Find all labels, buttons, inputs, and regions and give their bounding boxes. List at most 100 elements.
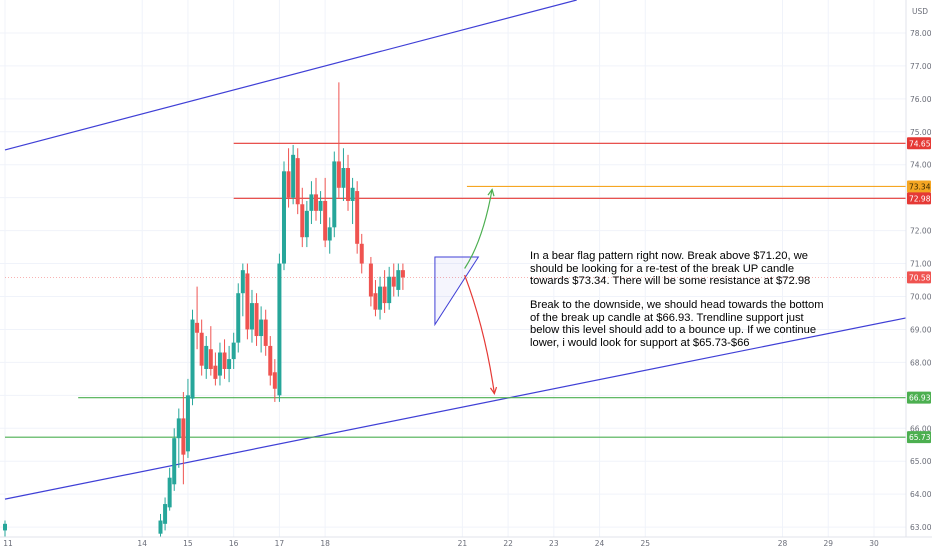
candle-body [346, 168, 351, 201]
candle-body [249, 303, 254, 330]
candle-body [391, 276, 396, 287]
candlesticks [3, 82, 405, 537]
price-tick-label: 64.00 [910, 490, 932, 499]
price-tick-label: 77.00 [910, 62, 932, 71]
candle-body [240, 270, 245, 294]
candle-body [368, 263, 373, 297]
time-tick-label: 25 [641, 539, 651, 548]
support-67-price-badge [907, 391, 931, 404]
price-tick-label: 63.00 [910, 523, 932, 532]
time-tick-label: 21 [458, 539, 468, 548]
channel-upper-line [4, 0, 577, 151]
candle-body [172, 438, 177, 485]
candle-body [350, 187, 355, 201]
price-tick-label: 66.00 [910, 424, 932, 433]
candle-body [236, 293, 241, 343]
candle-body [373, 293, 378, 310]
candle-body [304, 210, 309, 238]
candle-body [341, 168, 346, 188]
analysis-note-downside: Break to the downside, we should head to… [530, 299, 824, 349]
candle-body [327, 227, 332, 241]
candle-body [176, 418, 181, 439]
time-tick-label: 16 [229, 539, 239, 548]
candle-body [378, 286, 383, 310]
bullish-path-curve [464, 189, 493, 269]
candle-body [254, 303, 259, 337]
bearish-path-arrowhead [489, 386, 498, 396]
candle-body [181, 418, 186, 455]
candle-body [281, 171, 286, 264]
price-tick-label: 72.00 [910, 227, 932, 236]
time-tick-label: 28 [778, 539, 788, 548]
candle-body [259, 319, 264, 337]
price-tick-label: 68.00 [910, 358, 932, 367]
candle-body [231, 342, 236, 360]
bearish-path-curve [464, 274, 495, 394]
candle-body [263, 319, 268, 346]
time-tick-label: 24 [595, 539, 605, 548]
candle-body [213, 365, 218, 379]
resistance-73-price-label: 72.98 [909, 194, 931, 203]
target-price-label: 73.34 [909, 182, 931, 191]
time-tick-label: 17 [275, 539, 285, 548]
candle-body [217, 352, 222, 376]
analysis-note-bear-flag: In a bear flag pattern right now. Break … [530, 250, 811, 288]
price-tick-label: 71.00 [910, 260, 932, 269]
resistance-73-price-badge [907, 192, 931, 205]
time-tick-label: 14 [137, 539, 147, 548]
time-tick-label: 30 [869, 539, 879, 548]
candle-body [208, 349, 213, 369]
candle-body [336, 161, 341, 188]
candle-body [268, 345, 273, 376]
candle-body [387, 276, 392, 304]
last-price-price-label: 70.58 [909, 273, 931, 282]
candle-body [400, 270, 405, 278]
resistance-74-price-label: 74.65 [909, 139, 931, 148]
candle-body [291, 154, 296, 198]
chart-grid [0, 0, 906, 537]
candle-body [185, 395, 190, 452]
channel-lower-line [4, 317, 907, 500]
candle-body [396, 270, 401, 290]
candle-body [277, 263, 282, 396]
trend-channel [4, 0, 907, 500]
candle-body [158, 520, 163, 534]
support-65-price-label: 65.73 [909, 433, 931, 442]
price-tick-label: 78.00 [910, 29, 932, 38]
price-levels [5, 142, 906, 438]
time-tick-label: 15 [183, 539, 193, 548]
price-tick-label: 65.00 [910, 457, 932, 466]
last-price-price-badge [907, 271, 931, 284]
candle-body [332, 161, 337, 228]
candle-body [359, 243, 364, 264]
candle-body [3, 523, 7, 531]
resistance-74-price-badge [907, 137, 931, 150]
candle-body [227, 359, 232, 369]
target-price-badge [907, 180, 931, 193]
time-axis-panel [0, 537, 932, 550]
candle-body [190, 319, 195, 399]
time-tick-label: 22 [503, 539, 513, 548]
candle-body [295, 158, 300, 205]
candle-body [222, 352, 227, 369]
candle-body [204, 345, 209, 369]
candle-body [195, 322, 200, 333]
candle-body [199, 332, 204, 366]
price-tick-label: 76.00 [910, 95, 932, 104]
chart-drawings [434, 188, 498, 396]
time-tick-label: 11 [3, 539, 13, 548]
candle-body [286, 171, 291, 198]
price-tick-label: 69.00 [910, 325, 932, 334]
candle-body [167, 477, 172, 508]
price-tick-label: 75.00 [910, 128, 932, 137]
support-67-price-label: 66.93 [909, 394, 931, 403]
pennant-triangle [434, 256, 480, 327]
candle-body [318, 200, 323, 211]
candle-body [323, 200, 328, 241]
candle-body [245, 273, 250, 330]
candle-body [355, 191, 360, 244]
bullish-path-arrowhead [487, 188, 495, 197]
time-tick-label: 18 [320, 539, 330, 548]
candle-body [382, 286, 387, 304]
